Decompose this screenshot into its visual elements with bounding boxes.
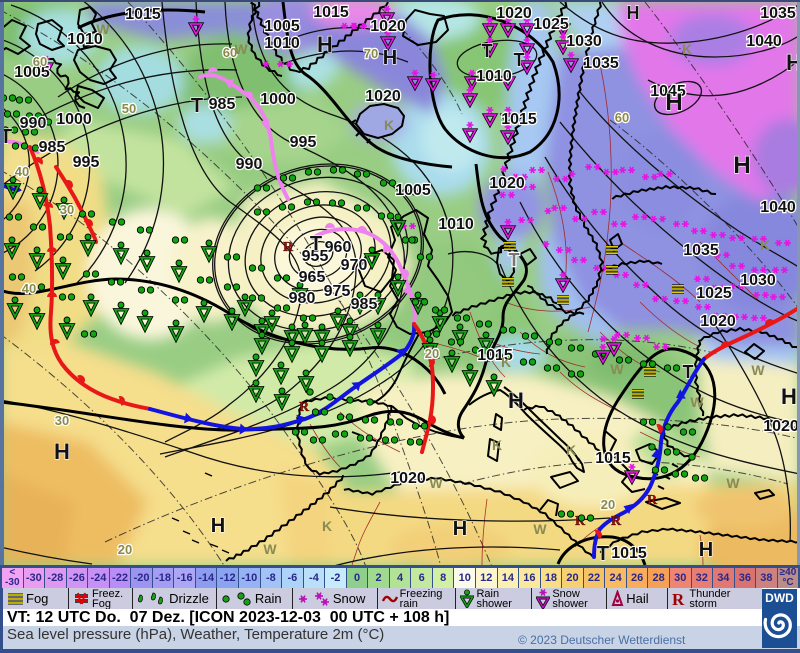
svg-text:1000: 1000 — [260, 91, 296, 108]
svg-text:K: K — [501, 354, 511, 370]
svg-text:1015: 1015 — [477, 347, 513, 364]
svg-text:T: T — [597, 543, 609, 565]
svg-text:R: R — [672, 590, 685, 608]
svg-text:H: H — [211, 515, 225, 537]
svg-text:965: 965 — [299, 269, 326, 286]
svg-text:995: 995 — [290, 134, 317, 151]
svg-text:20: 20 — [425, 346, 439, 361]
svg-text:990: 990 — [20, 115, 47, 132]
svg-text:1035: 1035 — [583, 55, 619, 72]
svg-text:1005: 1005 — [395, 182, 431, 199]
svg-text:H: H — [733, 152, 750, 179]
svg-text:1015: 1015 — [611, 545, 647, 562]
svg-text:50: 50 — [122, 101, 136, 116]
svg-text:990: 990 — [236, 156, 263, 173]
svg-text:1010: 1010 — [264, 35, 300, 52]
svg-text:995: 995 — [73, 154, 100, 171]
svg-text:1025: 1025 — [696, 285, 732, 302]
svg-text:K: K — [384, 117, 394, 133]
svg-text:1030: 1030 — [566, 33, 602, 50]
svg-text:1035: 1035 — [683, 242, 719, 259]
svg-text:985: 985 — [351, 296, 378, 313]
svg-text:H: H — [453, 518, 467, 540]
svg-text:1015: 1015 — [313, 4, 349, 21]
svg-text:K: K — [492, 437, 502, 453]
svg-text:W: W — [533, 521, 547, 537]
svg-text:1015: 1015 — [595, 450, 631, 467]
svg-text:H: H — [508, 388, 524, 413]
svg-text:1020: 1020 — [370, 18, 406, 35]
svg-text:H: H — [54, 439, 70, 464]
svg-text:985: 985 — [209, 96, 236, 113]
svg-text:1015: 1015 — [125, 6, 161, 23]
svg-text:970: 970 — [341, 257, 368, 274]
svg-text:30: 30 — [60, 202, 74, 217]
svg-text:1030: 1030 — [740, 272, 776, 289]
svg-text:H: H — [699, 539, 713, 561]
svg-text:1010: 1010 — [67, 31, 103, 48]
svg-text:W: W — [263, 541, 277, 557]
svg-text:H: H — [781, 384, 797, 409]
svg-text:1040: 1040 — [746, 33, 782, 50]
svg-text:1005: 1005 — [14, 64, 50, 81]
svg-text:W: W — [690, 394, 704, 410]
svg-text:K: K — [566, 442, 576, 458]
svg-text:W: W — [751, 362, 765, 378]
svg-text:1010: 1010 — [438, 216, 474, 233]
svg-text:1035: 1035 — [760, 5, 796, 22]
svg-text:1040: 1040 — [760, 199, 796, 216]
svg-text:H: H — [317, 32, 333, 57]
svg-text:955: 955 — [302, 248, 329, 265]
svg-text:1020: 1020 — [496, 5, 532, 22]
svg-text:985: 985 — [39, 139, 66, 156]
svg-text:30: 30 — [55, 413, 69, 428]
svg-text:1045: 1045 — [650, 83, 686, 100]
svg-text:60: 60 — [223, 45, 237, 60]
svg-text:1025: 1025 — [533, 16, 569, 33]
svg-text:980: 980 — [289, 290, 316, 307]
svg-text:1015: 1015 — [501, 111, 537, 128]
svg-text:1020: 1020 — [489, 175, 525, 192]
svg-text:960: 960 — [325, 239, 352, 256]
svg-text:40: 40 — [15, 164, 29, 179]
svg-text:1010: 1010 — [476, 68, 512, 85]
svg-text:T: T — [509, 250, 520, 270]
svg-text:H: H — [786, 50, 800, 75]
svg-text:T: T — [310, 233, 322, 255]
svg-text:40: 40 — [22, 281, 36, 296]
svg-text:H: H — [665, 89, 682, 116]
svg-text:1005: 1005 — [264, 18, 300, 35]
svg-text:1020: 1020 — [763, 418, 799, 435]
svg-text:H: H — [383, 47, 397, 69]
svg-text:1020: 1020 — [365, 88, 401, 105]
svg-text:60: 60 — [33, 54, 47, 69]
svg-text:1000: 1000 — [56, 111, 92, 128]
svg-text:1020: 1020 — [390, 470, 426, 487]
svg-text:T: T — [683, 362, 694, 382]
svg-text:W: W — [96, 21, 110, 37]
svg-text:K: K — [760, 237, 770, 253]
svg-text:20: 20 — [118, 542, 132, 557]
svg-text:60: 60 — [615, 110, 629, 125]
svg-text:975: 975 — [324, 283, 351, 300]
svg-text:K: K — [682, 41, 692, 57]
svg-text:T: T — [191, 95, 203, 117]
svg-text:20: 20 — [601, 497, 615, 512]
svg-text:K: K — [322, 518, 332, 534]
svg-text:T: T — [482, 41, 493, 61]
svg-text:W: W — [234, 41, 248, 57]
svg-text:T: T — [0, 126, 12, 148]
svg-text:1020: 1020 — [700, 313, 736, 330]
svg-text:T: T — [514, 50, 525, 70]
svg-text:W: W — [429, 475, 443, 491]
svg-text:W: W — [610, 361, 624, 377]
svg-text:70: 70 — [364, 46, 378, 61]
svg-text:W: W — [726, 475, 740, 491]
svg-text:H: H — [627, 3, 640, 23]
